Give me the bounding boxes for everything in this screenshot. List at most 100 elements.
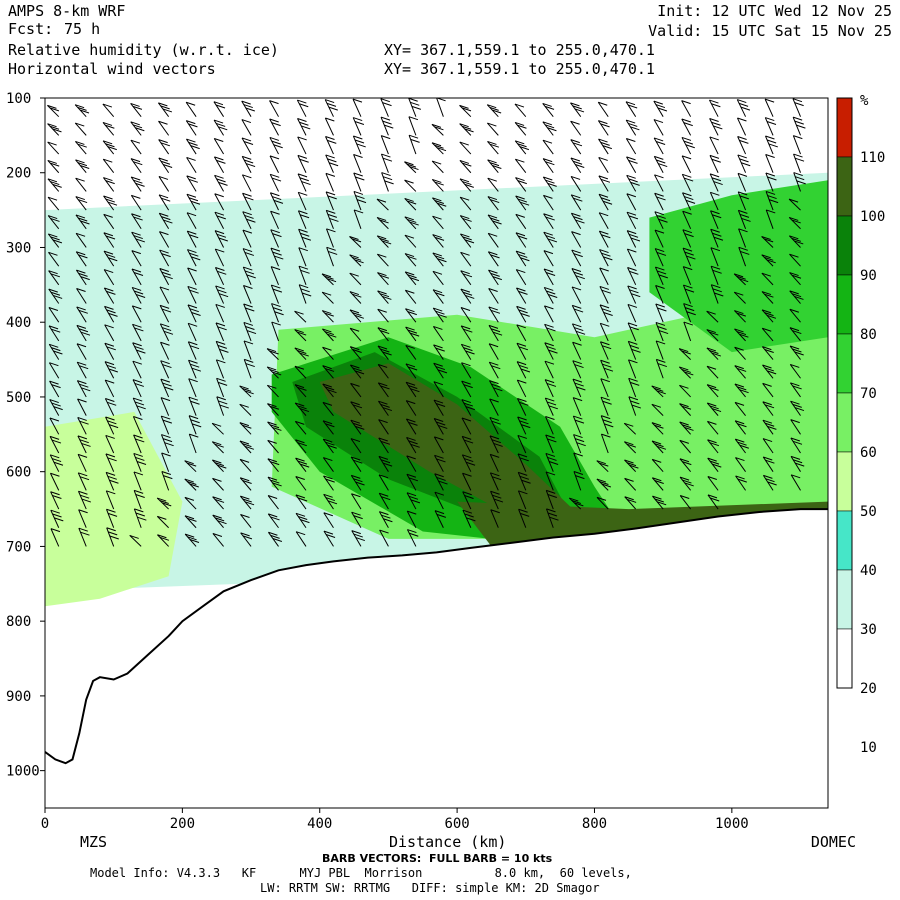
wind-barb [461, 362, 472, 379]
wind-barb [160, 397, 171, 416]
wind-barb [103, 213, 115, 230]
wind-barb [515, 213, 527, 230]
rh-region-50 [45, 411, 183, 607]
wind-barb [653, 137, 666, 155]
wind-barb [405, 400, 417, 416]
wind-barb [626, 248, 637, 267]
wind-barb [133, 434, 145, 454]
wind-barb [792, 135, 803, 155]
wind-barb [624, 459, 639, 473]
wind-barb [408, 98, 422, 117]
wind-barb [734, 401, 746, 416]
wind-barb [790, 382, 802, 398]
colorbar-label: 80 [860, 327, 877, 343]
wind-barb [681, 100, 692, 117]
wind-barb [655, 358, 668, 379]
wind-barb [432, 252, 447, 267]
wind-barb [130, 176, 145, 192]
wind-barb [707, 457, 722, 472]
wind-barb [462, 472, 472, 491]
wind-barb [600, 359, 614, 379]
wind-barb [545, 508, 559, 528]
wind-barb [215, 303, 225, 323]
wind-barb [269, 118, 281, 136]
wind-barb [132, 360, 143, 379]
wind-barb [376, 198, 389, 211]
wind-barbs [47, 98, 806, 547]
wind-barb [77, 472, 90, 491]
wind-barb [130, 139, 142, 155]
wind-barb [76, 361, 89, 379]
wind-barb [654, 192, 666, 211]
wind-barb [131, 305, 142, 323]
wind-barb [85, 98, 87, 99]
wind-barb [790, 400, 805, 416]
wind-barb [733, 273, 749, 286]
wind-barb [516, 287, 528, 304]
wind-barb [212, 496, 225, 510]
wind-barb [321, 310, 334, 323]
wind-barb [570, 157, 585, 174]
wind-barb [76, 306, 88, 323]
wind-barb [242, 211, 256, 230]
wind-barb [599, 249, 613, 267]
wind-barb [349, 254, 364, 267]
wind-barb [324, 117, 335, 136]
wind-barb [349, 235, 362, 248]
wind-barb [487, 251, 500, 267]
wind-barb [406, 529, 419, 547]
wind-barb [461, 399, 475, 416]
wind-barb [75, 177, 87, 192]
wind-barb [706, 402, 722, 416]
wind-barb [404, 289, 417, 304]
wind-barb [267, 513, 280, 529]
wind-barb [710, 210, 722, 229]
wind-barb [131, 250, 142, 267]
wind-barb [543, 250, 554, 267]
wind-barb [762, 401, 775, 416]
wind-barb [761, 346, 774, 360]
wind-barb [76, 380, 91, 398]
wind-barb [404, 179, 417, 192]
wind-barb [130, 194, 142, 211]
wind-barb [297, 210, 310, 229]
wind-barb [460, 233, 475, 248]
wind-barb [761, 235, 774, 248]
wind-barb [295, 476, 307, 491]
wind-barb [734, 328, 749, 342]
wind-barb [545, 434, 557, 454]
wind-barb [78, 527, 90, 547]
wind-barb [377, 290, 392, 304]
wind-barb [460, 251, 472, 267]
wind-barb [75, 140, 87, 155]
wind-barb [683, 321, 693, 342]
wind-barb [49, 380, 61, 398]
wind-barb [679, 439, 692, 454]
wind-barb [737, 172, 748, 192]
wind-barb [76, 324, 91, 342]
wind-barb [186, 156, 197, 174]
wind-barb [405, 363, 418, 379]
wind-barb [323, 493, 338, 510]
wind-barb [242, 266, 256, 286]
wind-barb [628, 396, 642, 416]
wind-barb [568, 497, 584, 510]
wind-barb [733, 291, 746, 304]
wind-barb [294, 365, 307, 379]
wind-barb [706, 347, 721, 360]
wind-barb [738, 246, 750, 267]
wind-barb [239, 385, 254, 398]
wind-barb [762, 419, 777, 435]
wind-barb [323, 512, 334, 529]
wind-barb [50, 509, 64, 528]
wind-barb [544, 379, 557, 398]
wind-barb [488, 324, 503, 342]
wind-barb [103, 287, 116, 304]
wind-barb [433, 418, 448, 435]
wind-barb [378, 455, 393, 472]
wind-barb [379, 529, 389, 547]
wind-barb [48, 270, 61, 286]
wind-barb [158, 120, 170, 136]
wind-barb [681, 155, 692, 173]
wind-barb [682, 210, 692, 229]
